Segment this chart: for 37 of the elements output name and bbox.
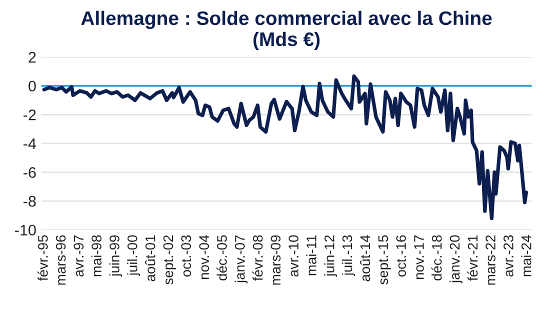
x-tick-label: déc.-05: [216, 235, 227, 280]
x-tick-label: déc.-18: [431, 235, 442, 280]
y-tick-label: 0: [28, 80, 36, 92]
x-tick-label: mai-24: [521, 235, 532, 276]
x-tick-label: juil.-00: [127, 235, 140, 276]
x-tick-label: janv.-20: [449, 235, 462, 284]
x-tick-label: mars-22: [486, 235, 496, 285]
x-tick-label: oct.-16: [396, 235, 406, 277]
x-tick-label: sept.-02: [163, 235, 176, 284]
x-tick-label: févr.-21: [467, 235, 478, 281]
x-tick-label: janv.-07: [234, 235, 248, 284]
x-tick-label: avr.-97: [74, 235, 84, 277]
x-tick-label: août-14: [360, 235, 370, 282]
x-tick-label: mai-98: [91, 235, 102, 276]
y-tick-label: 2: [28, 52, 36, 63]
chart-title: Allemagne : Solde commercial avec la Chine (Mds €): [81, 10, 492, 50]
y-tick-label: -6: [24, 167, 36, 178]
x-tick-label: févr.-08: [252, 235, 263, 281]
y-tick-label: -10: [15, 224, 36, 236]
y-tick-label: -8: [24, 196, 36, 207]
x-tick-label: févr.-95: [37, 235, 48, 281]
y-tick-label: -2: [24, 110, 36, 120]
x-tick-label: juin-12: [324, 235, 338, 277]
x-tick-label: juil.-13: [342, 235, 355, 276]
x-tick-label: nov.-17: [414, 235, 424, 280]
x-tick-label: mars-96: [56, 235, 66, 285]
x-tick-label: avr.-10: [288, 235, 298, 277]
x-tick-label: mars-09: [270, 235, 281, 285]
x-tick-label: oct.-03: [181, 235, 192, 277]
x-tick-label: août-01: [145, 235, 156, 282]
y-tick-label: -4: [24, 138, 36, 149]
x-tick-label: juin-99: [109, 235, 122, 277]
x-tick-label: nov.-04: [199, 235, 210, 280]
line-series: [42, 74, 528, 220]
x-tick-label: sept.-15: [378, 235, 391, 284]
x-tick-label: avr.-23: [504, 235, 514, 277]
x-tick-label: mai-11: [306, 235, 316, 276]
